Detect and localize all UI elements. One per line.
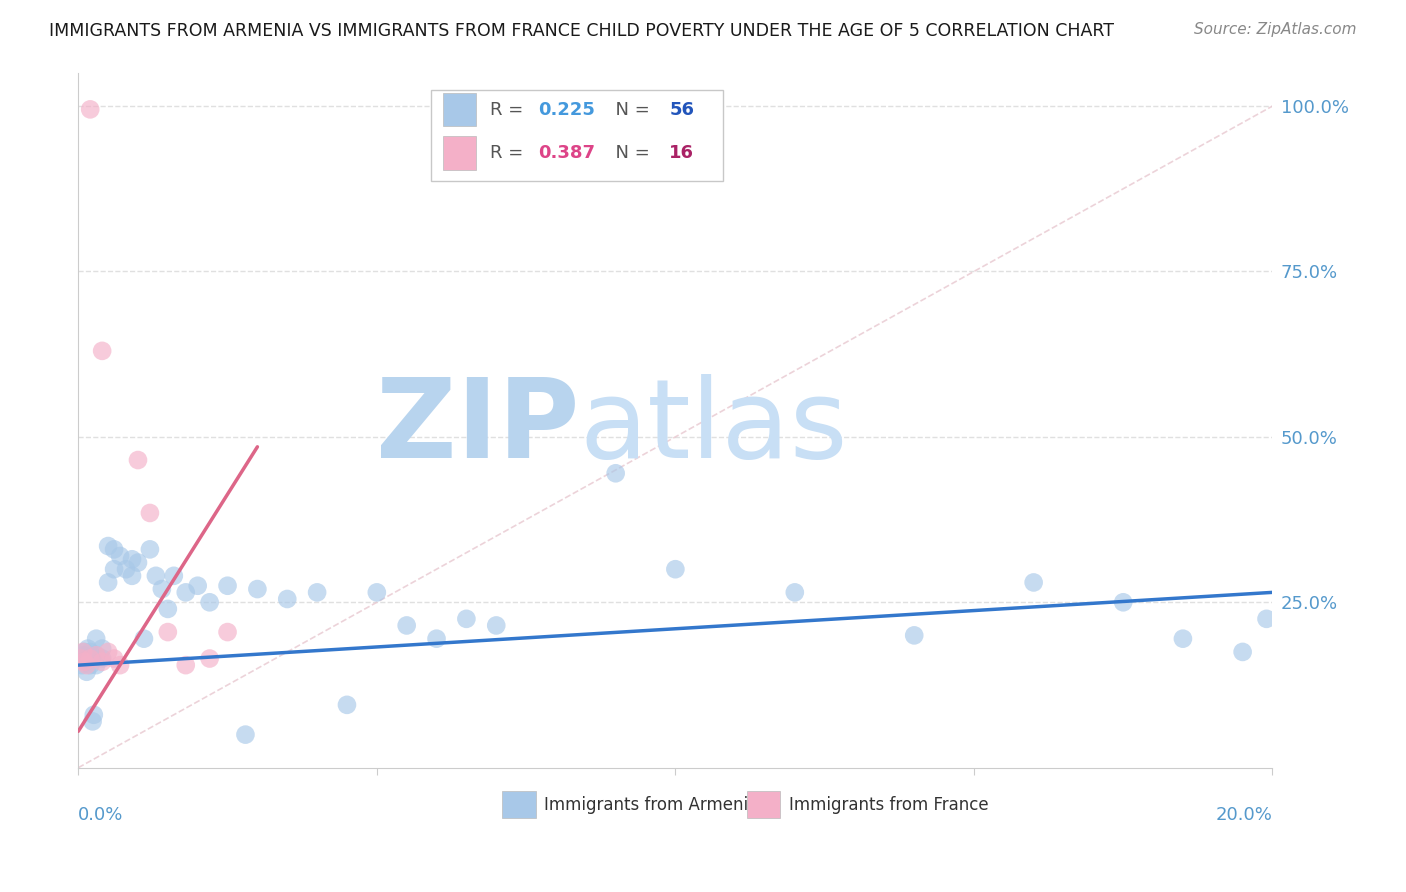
Point bbox=[84, 648, 107, 663]
Point bbox=[217, 579, 239, 593]
Point bbox=[70, 658, 93, 673]
Point bbox=[307, 585, 329, 599]
Point bbox=[783, 585, 806, 599]
Point bbox=[121, 569, 143, 583]
Point bbox=[1256, 612, 1278, 626]
Point bbox=[69, 651, 91, 665]
Bar bbox=[502, 791, 536, 818]
Point bbox=[79, 103, 101, 117]
Point bbox=[103, 651, 125, 665]
Point bbox=[336, 698, 359, 712]
Point bbox=[76, 665, 98, 679]
Text: 0.225: 0.225 bbox=[538, 101, 595, 119]
Text: 20.0%: 20.0% bbox=[1216, 805, 1272, 824]
Text: Source: ZipAtlas.com: Source: ZipAtlas.com bbox=[1194, 22, 1357, 37]
Point bbox=[77, 651, 100, 665]
Text: Immigrants from France: Immigrants from France bbox=[789, 796, 988, 814]
Point bbox=[91, 655, 114, 669]
Text: 0.0%: 0.0% bbox=[79, 805, 124, 824]
Point bbox=[139, 506, 162, 520]
Point bbox=[103, 542, 125, 557]
Point bbox=[395, 618, 418, 632]
Point bbox=[485, 618, 508, 632]
Text: ZIP: ZIP bbox=[377, 374, 579, 481]
Point bbox=[91, 343, 114, 358]
Point bbox=[217, 625, 239, 640]
Point bbox=[72, 645, 94, 659]
Point bbox=[276, 592, 298, 607]
Point bbox=[456, 612, 478, 626]
Point bbox=[235, 728, 257, 742]
Point bbox=[76, 641, 98, 656]
Point bbox=[91, 651, 114, 665]
Point bbox=[115, 562, 138, 576]
Point bbox=[79, 645, 101, 659]
Point bbox=[198, 595, 221, 609]
Text: Immigrants from Armenia: Immigrants from Armenia bbox=[544, 796, 758, 814]
Point bbox=[1232, 645, 1254, 659]
Point bbox=[127, 556, 149, 570]
Text: R =: R = bbox=[491, 101, 529, 119]
Text: R =: R = bbox=[491, 144, 529, 161]
Point bbox=[366, 585, 388, 599]
Point bbox=[664, 562, 686, 576]
Point bbox=[75, 655, 97, 669]
Text: N =: N = bbox=[603, 144, 655, 161]
Point bbox=[1171, 632, 1194, 646]
Point bbox=[84, 648, 107, 663]
Bar bbox=[443, 93, 477, 127]
Bar bbox=[443, 136, 477, 169]
Point bbox=[156, 625, 179, 640]
Point bbox=[108, 549, 131, 563]
FancyBboxPatch shape bbox=[430, 90, 723, 181]
Point bbox=[174, 658, 197, 673]
Point bbox=[83, 707, 105, 722]
Point bbox=[103, 562, 125, 576]
Point bbox=[69, 651, 91, 665]
Point bbox=[97, 539, 120, 553]
Point bbox=[73, 655, 96, 669]
Point bbox=[91, 641, 114, 656]
Point bbox=[246, 582, 269, 596]
Point bbox=[108, 658, 131, 673]
Text: 0.387: 0.387 bbox=[538, 144, 595, 161]
Point bbox=[79, 658, 101, 673]
Point bbox=[79, 651, 101, 665]
Point bbox=[150, 582, 173, 596]
Point bbox=[156, 602, 179, 616]
Point bbox=[139, 542, 162, 557]
Point bbox=[1112, 595, 1135, 609]
Point bbox=[145, 569, 167, 583]
Point bbox=[127, 453, 149, 467]
Point bbox=[84, 658, 107, 673]
Point bbox=[72, 648, 94, 663]
Point bbox=[76, 658, 98, 673]
Point bbox=[605, 467, 627, 481]
Point bbox=[132, 632, 155, 646]
Point bbox=[82, 714, 104, 729]
Point bbox=[121, 552, 143, 566]
Point bbox=[73, 645, 96, 659]
Text: IMMIGRANTS FROM ARMENIA VS IMMIGRANTS FROM FRANCE CHILD POVERTY UNDER THE AGE OF: IMMIGRANTS FROM ARMENIA VS IMMIGRANTS FR… bbox=[49, 22, 1114, 40]
Point bbox=[903, 628, 925, 642]
Point bbox=[97, 645, 120, 659]
Point bbox=[163, 569, 186, 583]
Text: atlas: atlas bbox=[579, 374, 848, 481]
Point bbox=[174, 585, 197, 599]
Point bbox=[187, 579, 209, 593]
Point bbox=[97, 575, 120, 590]
Text: 16: 16 bbox=[669, 144, 695, 161]
Point bbox=[198, 651, 221, 665]
Text: 56: 56 bbox=[669, 101, 695, 119]
Text: N =: N = bbox=[603, 101, 655, 119]
Point bbox=[84, 632, 107, 646]
Point bbox=[425, 632, 447, 646]
Point bbox=[80, 651, 103, 665]
Bar bbox=[747, 791, 780, 818]
Point bbox=[1022, 575, 1045, 590]
